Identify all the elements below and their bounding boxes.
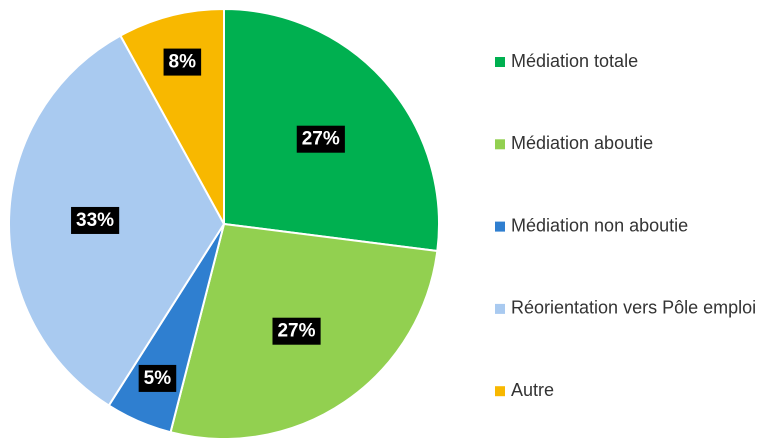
data-label: 8% bbox=[169, 52, 197, 73]
legend-label: Réorientation vers Pôle emploi bbox=[511, 298, 756, 318]
legend-swatch bbox=[495, 57, 505, 67]
data-label: 33% bbox=[76, 210, 114, 231]
data-label-box bbox=[138, 364, 177, 392]
legend-swatch bbox=[495, 139, 505, 150]
legend-label: Médiation non aboutie bbox=[511, 215, 688, 235]
data-label: 5% bbox=[144, 368, 172, 389]
legend-swatch bbox=[495, 303, 505, 314]
data-label-box bbox=[163, 48, 202, 76]
data-label: 27% bbox=[302, 129, 340, 150]
legend-label: Médiation aboutie bbox=[511, 133, 653, 153]
data-label-box bbox=[272, 317, 321, 345]
data-label-box bbox=[71, 206, 120, 234]
legend-label: Médiation totale bbox=[511, 51, 638, 71]
legend-swatch bbox=[495, 221, 505, 232]
data-label-box bbox=[296, 125, 345, 153]
legend-swatch bbox=[495, 386, 505, 397]
legend-label: Autre bbox=[511, 380, 554, 400]
data-label: 27% bbox=[277, 321, 315, 342]
